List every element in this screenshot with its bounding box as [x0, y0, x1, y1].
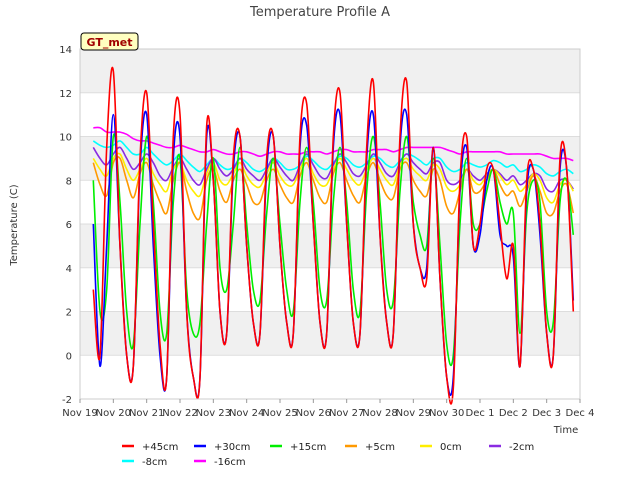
x-tick-label: Nov 25 [262, 408, 297, 419]
y-axis-label: Temperature (C) [9, 184, 20, 266]
x-tick-label: Nov 19 [62, 408, 97, 419]
y-tick-label: 10 [59, 133, 72, 144]
x-axis-label: Time [553, 425, 578, 436]
legend-item: +5cm [345, 442, 395, 453]
y-tick-label: 4 [66, 264, 72, 275]
legend-item: +45cm [122, 442, 178, 453]
legend-item: -2cm [489, 442, 534, 453]
y-tick-label: 8 [66, 176, 72, 187]
legend-label: -8cm [142, 457, 167, 468]
legend-item: -16cm [194, 457, 246, 468]
plot-frame [79, 48, 581, 400]
y-tick-label: 6 [66, 220, 72, 231]
badge-label: GT_met [86, 36, 132, 49]
legend-label: 0cm [440, 442, 462, 453]
legend-label: +15cm [290, 442, 326, 453]
y-tick-label: 14 [59, 45, 72, 56]
x-tick-label: Dec 1 [466, 408, 495, 419]
plot-band [80, 49, 580, 93]
legend-item: -8cm [122, 457, 167, 468]
legend: +45cm +30cm +15cm +5cm 0cm -2cm -8cm -16cm [122, 442, 534, 468]
legend-item: 0cm [420, 442, 462, 453]
y-tick-label: 2 [66, 308, 72, 319]
x-tick-label: Nov 29 [396, 408, 431, 419]
x-tick-label: Dec 4 [566, 408, 595, 419]
x-tick-label: Nov 22 [162, 408, 197, 419]
x-tick-label: Nov 24 [229, 408, 264, 419]
series-layer [92, 66, 575, 405]
y-tick-label: -2 [62, 395, 72, 406]
x-tick-label: Nov 27 [329, 408, 364, 419]
x-tick-label: Nov 30 [429, 408, 464, 419]
gt-met-badge: GT_met [80, 32, 139, 51]
legend-label: +45cm [142, 442, 178, 453]
series-line-45cm [92, 66, 575, 405]
legend-label: -2cm [509, 442, 534, 453]
x-tick-label: Nov 28 [362, 408, 397, 419]
x-tick-label: Nov 20 [96, 408, 131, 419]
x-tick-label: Nov 23 [196, 408, 231, 419]
plot-band [80, 311, 580, 356]
x-tick-label: Nov 21 [129, 408, 164, 419]
legend-item: +15cm [270, 442, 326, 453]
legend-label: -16cm [214, 457, 246, 468]
x-tick-label: Nov 26 [296, 408, 331, 419]
legend-item: +30cm [194, 442, 250, 453]
y-tick-label: 12 [59, 89, 72, 100]
y-axis-ticks: -2 0 2 4 6 8 10 12 14 [59, 45, 72, 406]
x-tick-label: Dec 2 [499, 408, 528, 419]
legend-label: +30cm [214, 442, 250, 453]
chart-title: Temperature Profile A [249, 5, 390, 20]
x-tick-label: Dec 3 [532, 408, 561, 419]
y-tick-label: 0 [66, 351, 72, 362]
legend-label: +5cm [365, 442, 395, 453]
